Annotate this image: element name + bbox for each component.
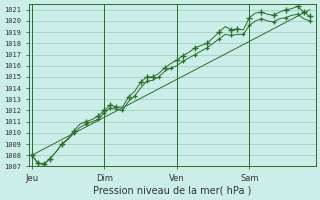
X-axis label: Pression niveau de la mer( hPa ): Pression niveau de la mer( hPa ): [93, 186, 252, 196]
